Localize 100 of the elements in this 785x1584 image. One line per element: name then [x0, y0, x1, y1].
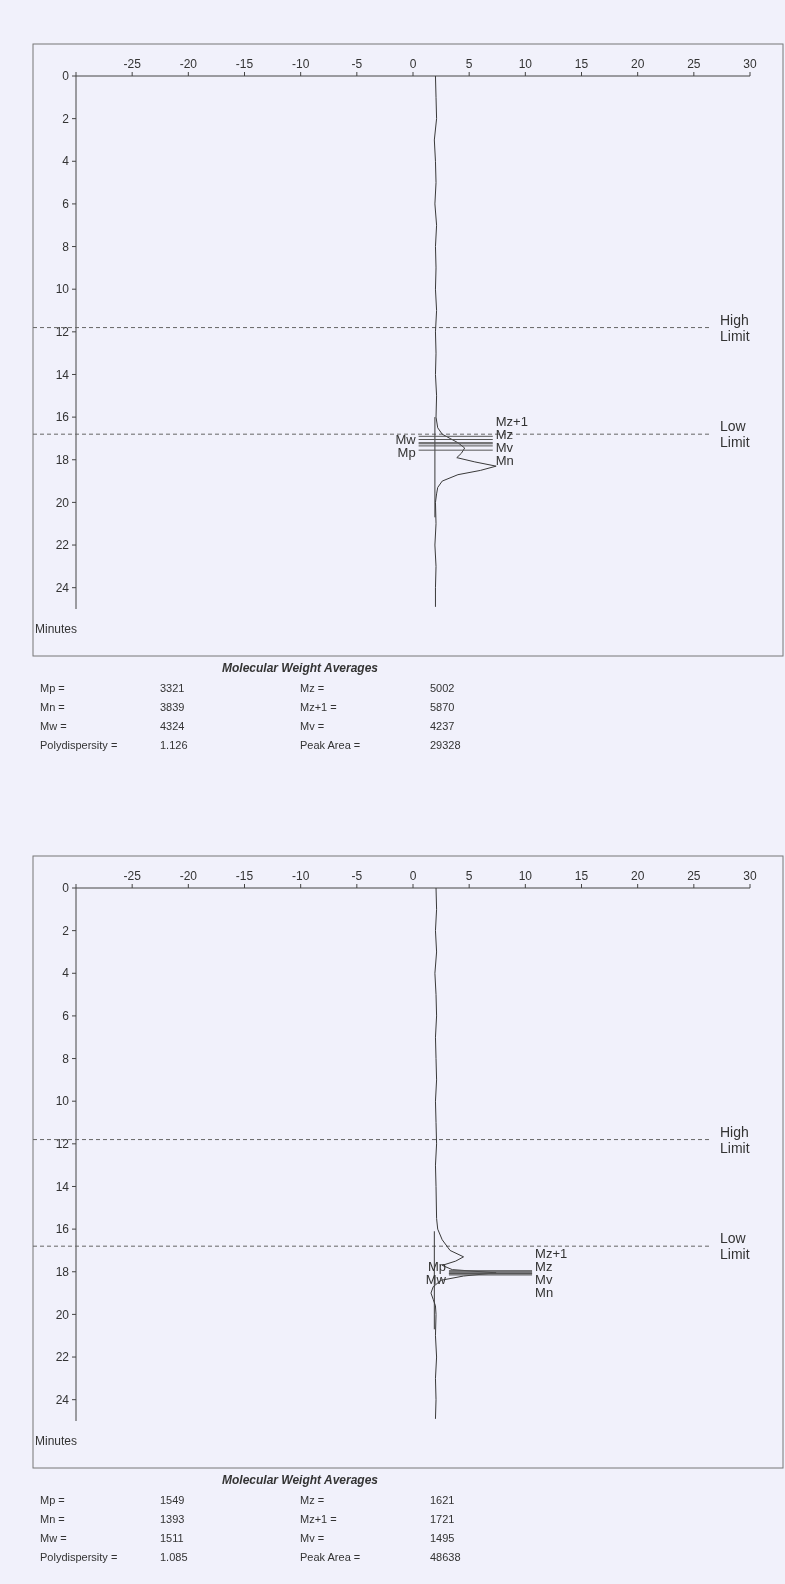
- y-tick-label: 18: [55, 452, 70, 467]
- text: 1549: [160, 1494, 185, 1506]
- text: Molecular Weight Averages: [221, 661, 379, 675]
- y-tick-label: 20: [55, 1307, 70, 1322]
- text: 1621: [430, 1494, 455, 1506]
- ref-line-label: Low Limit: [720, 1230, 750, 1263]
- x-tick-label: 5: [465, 57, 473, 71]
- annotation: Mn: [495, 453, 514, 469]
- annotation: Mz+1: [495, 414, 528, 430]
- x-tick-label: 15: [574, 57, 589, 71]
- x-tick-label: -25: [123, 57, 142, 71]
- x-tick-label: 10: [518, 57, 533, 71]
- x-tick-label: -5: [351, 57, 363, 71]
- annotation: Mp: [397, 445, 416, 461]
- text: 48638: [430, 1551, 461, 1563]
- text: Peak Area =: [300, 1551, 361, 1563]
- x-tick-label: -20: [179, 57, 198, 71]
- text: Mp =: [40, 1494, 65, 1506]
- text: 4237: [430, 720, 455, 732]
- text: Mz+1 =: [300, 1513, 337, 1525]
- text: 1721: [430, 1513, 455, 1525]
- y-tick-label: 0: [62, 881, 70, 896]
- text: 29328: [430, 739, 461, 751]
- y-axis-title: Minutes: [35, 622, 78, 636]
- y-tick-label: 14: [55, 1179, 70, 1194]
- x-tick-label: -5: [351, 869, 363, 883]
- x-tick-label: 30: [743, 869, 757, 883]
- y-tick-label: 18: [55, 1264, 70, 1279]
- annotation: Mn: [535, 1284, 554, 1300]
- x-tick-label: -10: [291, 869, 310, 883]
- x-tick-label: 25: [687, 57, 701, 71]
- text: 1.126: [160, 739, 188, 751]
- text: 5002: [430, 682, 455, 694]
- annotation: Mv: [535, 1271, 553, 1287]
- y-tick-label: 2: [62, 111, 70, 126]
- x-tick-label: 0: [409, 57, 417, 71]
- text: 5870: [430, 701, 455, 713]
- y-tick-label: 16: [55, 410, 70, 425]
- y-tick-label: 4: [62, 154, 70, 169]
- y-tick-label: 6: [62, 1009, 70, 1024]
- x-tick-label: 10: [518, 869, 533, 883]
- y-tick-label: 10: [55, 1094, 70, 1109]
- annotation: Mw: [395, 432, 417, 448]
- y-tick-label: 10: [55, 282, 70, 297]
- x-tick-label: -15: [235, 869, 254, 883]
- ref-line-label: Low Limit: [720, 418, 750, 451]
- text: 1511: [160, 1532, 184, 1544]
- text: Mn =: [40, 701, 65, 713]
- y-tick-label: 12: [55, 1137, 70, 1152]
- text: Mw =: [40, 1532, 67, 1544]
- text: 1393: [160, 1513, 185, 1525]
- x-tick-label: 20: [630, 869, 645, 883]
- annotation: Mv: [495, 440, 514, 456]
- annotation: Mz+1: [535, 1245, 568, 1261]
- text: 3839: [160, 701, 185, 713]
- x-tick-label: 0: [409, 869, 417, 883]
- y-tick-label: 2: [62, 923, 70, 938]
- text: Mn =: [40, 1513, 65, 1525]
- y-tick-label: 8: [62, 239, 70, 254]
- y-tick-label: 0: [62, 69, 70, 84]
- y-tick-label: 6: [62, 197, 70, 212]
- y-tick-label: 24: [55, 580, 70, 595]
- y-tick-label: 12: [55, 325, 70, 340]
- text: Peak Area =: [300, 739, 361, 751]
- y-axis-title: Minutes: [35, 1434, 78, 1448]
- text: Mw =: [40, 720, 67, 732]
- text: 4324: [160, 720, 185, 732]
- x-tick-label: -25: [123, 869, 142, 883]
- x-tick-label: 20: [630, 57, 645, 71]
- annotation: Mz: [535, 1258, 553, 1274]
- text: Mv =: [300, 1532, 325, 1544]
- text: Mz =: [300, 1494, 325, 1506]
- x-tick-label: -10: [291, 57, 310, 71]
- text: Polydispersity =: [40, 739, 118, 751]
- x-tick-label: 30: [743, 57, 757, 71]
- x-tick-label: 15: [574, 869, 589, 883]
- y-tick-label: 8: [62, 1051, 70, 1066]
- y-tick-label: 4: [62, 966, 70, 981]
- annotation: Mz: [495, 427, 514, 443]
- x-tick-label: -20: [179, 869, 198, 883]
- ref-line-label: High Limit: [720, 1123, 750, 1156]
- text: Mz =: [300, 682, 325, 694]
- y-tick-label: 16: [55, 1222, 70, 1237]
- text: Polydispersity =: [40, 1551, 118, 1563]
- y-tick-label: 22: [55, 538, 70, 553]
- text: Mv =: [300, 720, 325, 732]
- x-tick-label: -15: [235, 57, 254, 71]
- text: Mz+1 =: [300, 701, 337, 713]
- x-tick-label: 5: [465, 869, 473, 883]
- x-tick-label: 25: [687, 869, 701, 883]
- text: 3321: [160, 682, 185, 694]
- ref-line-label: High Limit: [720, 311, 750, 344]
- text: Molecular Weight Averages: [221, 1473, 379, 1487]
- y-tick-label: 24: [55, 1392, 70, 1407]
- text: 1.085: [160, 1551, 188, 1563]
- text: Mp =: [40, 682, 65, 694]
- y-tick-label: 14: [55, 367, 70, 382]
- text: 1495: [430, 1532, 455, 1544]
- y-tick-label: 20: [55, 495, 70, 510]
- y-tick-label: 22: [55, 1350, 70, 1365]
